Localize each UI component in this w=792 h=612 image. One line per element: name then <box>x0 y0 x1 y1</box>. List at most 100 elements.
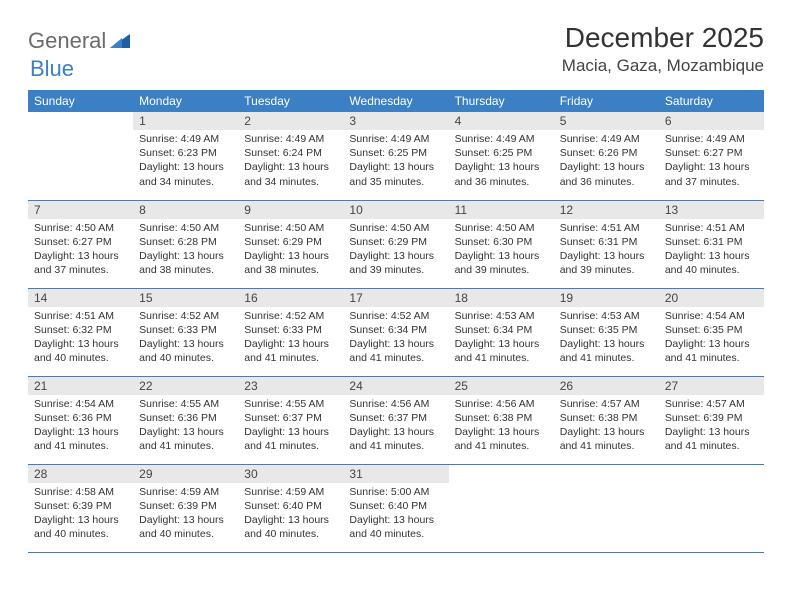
calendar-day-cell: 17Sunrise: 4:52 AMSunset: 6:34 PMDayligh… <box>343 288 448 376</box>
calendar-day-cell: 19Sunrise: 4:53 AMSunset: 6:35 PMDayligh… <box>554 288 659 376</box>
calendar-day-cell: 7Sunrise: 4:50 AMSunset: 6:27 PMDaylight… <box>28 200 133 288</box>
day-number: 24 <box>343 377 448 395</box>
day-details: Sunrise: 4:49 AMSunset: 6:24 PMDaylight:… <box>238 130 343 193</box>
day-details: Sunrise: 4:57 AMSunset: 6:39 PMDaylight:… <box>659 395 764 458</box>
day-details: Sunrise: 4:51 AMSunset: 6:32 PMDaylight:… <box>28 307 133 370</box>
day-number: 15 <box>133 289 238 307</box>
day-number: 31 <box>343 465 448 483</box>
day-header: Sunday <box>28 90 133 112</box>
day-details: Sunrise: 4:52 AMSunset: 6:33 PMDaylight:… <box>238 307 343 370</box>
day-details: Sunrise: 4:54 AMSunset: 6:36 PMDaylight:… <box>28 395 133 458</box>
calendar-day-cell: 5Sunrise: 4:49 AMSunset: 6:26 PMDaylight… <box>554 112 659 200</box>
calendar-day-cell: 9Sunrise: 4:50 AMSunset: 6:29 PMDaylight… <box>238 200 343 288</box>
day-number: 10 <box>343 201 448 219</box>
day-details: Sunrise: 4:53 AMSunset: 6:35 PMDaylight:… <box>554 307 659 370</box>
day-number: 5 <box>554 112 659 130</box>
day-details: Sunrise: 4:49 AMSunset: 6:25 PMDaylight:… <box>449 130 554 193</box>
day-header: Thursday <box>449 90 554 112</box>
day-number: 23 <box>238 377 343 395</box>
calendar-day-cell: 30Sunrise: 4:59 AMSunset: 6:40 PMDayligh… <box>238 464 343 552</box>
calendar-day-cell: 15Sunrise: 4:52 AMSunset: 6:33 PMDayligh… <box>133 288 238 376</box>
day-number: 14 <box>28 289 133 307</box>
calendar-day-cell: 20Sunrise: 4:54 AMSunset: 6:35 PMDayligh… <box>659 288 764 376</box>
day-details: Sunrise: 4:49 AMSunset: 6:23 PMDaylight:… <box>133 130 238 193</box>
day-details: Sunrise: 4:50 AMSunset: 6:27 PMDaylight:… <box>28 219 133 282</box>
day-number: 30 <box>238 465 343 483</box>
day-number <box>28 112 133 130</box>
day-details: Sunrise: 4:53 AMSunset: 6:34 PMDaylight:… <box>449 307 554 370</box>
day-details: Sunrise: 4:49 AMSunset: 6:25 PMDaylight:… <box>343 130 448 193</box>
logo-triangle-icon <box>110 34 130 48</box>
day-details: Sunrise: 4:55 AMSunset: 6:37 PMDaylight:… <box>238 395 343 458</box>
day-number: 13 <box>659 201 764 219</box>
day-details: Sunrise: 4:52 AMSunset: 6:33 PMDaylight:… <box>133 307 238 370</box>
day-details: Sunrise: 4:59 AMSunset: 6:39 PMDaylight:… <box>133 483 238 546</box>
day-details: Sunrise: 4:55 AMSunset: 6:36 PMDaylight:… <box>133 395 238 458</box>
calendar-week-row: 21Sunrise: 4:54 AMSunset: 6:36 PMDayligh… <box>28 376 764 464</box>
day-details: Sunrise: 4:52 AMSunset: 6:34 PMDaylight:… <box>343 307 448 370</box>
calendar-day-cell: 16Sunrise: 4:52 AMSunset: 6:33 PMDayligh… <box>238 288 343 376</box>
day-number: 11 <box>449 201 554 219</box>
day-details: Sunrise: 4:51 AMSunset: 6:31 PMDaylight:… <box>659 219 764 282</box>
calendar-page: General December 2025 Macia, Gaza, Mozam… <box>0 0 792 575</box>
calendar-week-row: 1Sunrise: 4:49 AMSunset: 6:23 PMDaylight… <box>28 112 764 200</box>
day-details: Sunrise: 4:56 AMSunset: 6:38 PMDaylight:… <box>449 395 554 458</box>
day-header: Tuesday <box>238 90 343 112</box>
calendar-day-cell: 12Sunrise: 4:51 AMSunset: 6:31 PMDayligh… <box>554 200 659 288</box>
calendar-day-cell: 25Sunrise: 4:56 AMSunset: 6:38 PMDayligh… <box>449 376 554 464</box>
calendar-day-cell: 6Sunrise: 4:49 AMSunset: 6:27 PMDaylight… <box>659 112 764 200</box>
day-details: Sunrise: 4:51 AMSunset: 6:31 PMDaylight:… <box>554 219 659 282</box>
calendar-week-row: 7Sunrise: 4:50 AMSunset: 6:27 PMDaylight… <box>28 200 764 288</box>
day-details: Sunrise: 4:58 AMSunset: 6:39 PMDaylight:… <box>28 483 133 546</box>
calendar-day-cell: 23Sunrise: 4:55 AMSunset: 6:37 PMDayligh… <box>238 376 343 464</box>
day-number: 26 <box>554 377 659 395</box>
day-details: Sunrise: 4:57 AMSunset: 6:38 PMDaylight:… <box>554 395 659 458</box>
day-number <box>554 465 659 483</box>
calendar-day-cell: 2Sunrise: 4:49 AMSunset: 6:24 PMDaylight… <box>238 112 343 200</box>
calendar-day-cell: 4Sunrise: 4:49 AMSunset: 6:25 PMDaylight… <box>449 112 554 200</box>
day-details: Sunrise: 4:50 AMSunset: 6:29 PMDaylight:… <box>343 219 448 282</box>
calendar-day-cell <box>659 464 764 552</box>
calendar-day-cell: 14Sunrise: 4:51 AMSunset: 6:32 PMDayligh… <box>28 288 133 376</box>
day-number: 3 <box>343 112 448 130</box>
calendar-day-cell <box>449 464 554 552</box>
calendar-day-cell: 13Sunrise: 4:51 AMSunset: 6:31 PMDayligh… <box>659 200 764 288</box>
day-number: 22 <box>133 377 238 395</box>
calendar-day-cell: 24Sunrise: 4:56 AMSunset: 6:37 PMDayligh… <box>343 376 448 464</box>
calendar-day-cell: 11Sunrise: 4:50 AMSunset: 6:30 PMDayligh… <box>449 200 554 288</box>
title-block: December 2025 Macia, Gaza, Mozambique <box>562 22 764 76</box>
day-details: Sunrise: 4:49 AMSunset: 6:27 PMDaylight:… <box>659 130 764 193</box>
location: Macia, Gaza, Mozambique <box>562 56 764 76</box>
calendar-day-cell: 22Sunrise: 4:55 AMSunset: 6:36 PMDayligh… <box>133 376 238 464</box>
day-number: 29 <box>133 465 238 483</box>
logo-text-general: General <box>28 28 106 54</box>
calendar-day-cell: 31Sunrise: 5:00 AMSunset: 6:40 PMDayligh… <box>343 464 448 552</box>
day-header: Monday <box>133 90 238 112</box>
day-details: Sunrise: 4:49 AMSunset: 6:26 PMDaylight:… <box>554 130 659 193</box>
day-number: 25 <box>449 377 554 395</box>
day-details: Sunrise: 4:50 AMSunset: 6:28 PMDaylight:… <box>133 219 238 282</box>
calendar-day-cell: 1Sunrise: 4:49 AMSunset: 6:23 PMDaylight… <box>133 112 238 200</box>
day-number <box>659 465 764 483</box>
calendar-day-cell: 26Sunrise: 4:57 AMSunset: 6:38 PMDayligh… <box>554 376 659 464</box>
day-header: Wednesday <box>343 90 448 112</box>
day-number <box>449 465 554 483</box>
day-details: Sunrise: 4:50 AMSunset: 6:29 PMDaylight:… <box>238 219 343 282</box>
day-number: 7 <box>28 201 133 219</box>
day-number: 16 <box>238 289 343 307</box>
day-number: 8 <box>133 201 238 219</box>
day-number: 20 <box>659 289 764 307</box>
calendar-table: SundayMondayTuesdayWednesdayThursdayFrid… <box>28 90 764 553</box>
calendar-day-cell: 27Sunrise: 4:57 AMSunset: 6:39 PMDayligh… <box>659 376 764 464</box>
calendar-day-cell: 21Sunrise: 4:54 AMSunset: 6:36 PMDayligh… <box>28 376 133 464</box>
day-number: 18 <box>449 289 554 307</box>
day-details: Sunrise: 4:59 AMSunset: 6:40 PMDaylight:… <box>238 483 343 546</box>
day-number: 2 <box>238 112 343 130</box>
day-details: Sunrise: 4:50 AMSunset: 6:30 PMDaylight:… <box>449 219 554 282</box>
day-number: 6 <box>659 112 764 130</box>
month-title: December 2025 <box>562 22 764 54</box>
logo: General <box>28 28 132 54</box>
calendar-week-row: 28Sunrise: 4:58 AMSunset: 6:39 PMDayligh… <box>28 464 764 552</box>
calendar-body: 1Sunrise: 4:49 AMSunset: 6:23 PMDaylight… <box>28 112 764 552</box>
day-number: 4 <box>449 112 554 130</box>
